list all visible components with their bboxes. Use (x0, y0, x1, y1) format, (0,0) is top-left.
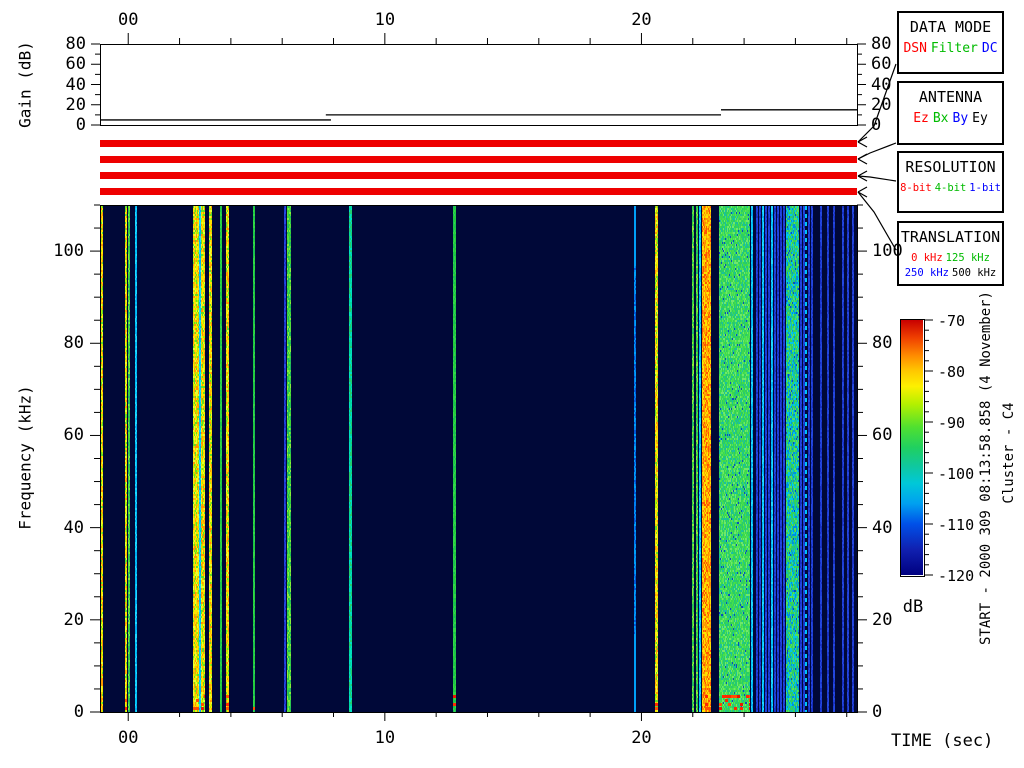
spectrogram-canvas (101, 206, 857, 712)
gain-right-tick-label: 80 (871, 34, 892, 54)
panel-value-label: 8-bit (900, 182, 932, 194)
axis-tick (857, 158, 868, 165)
freq-right-tick-label: 80 (872, 333, 893, 354)
resolution-values: 8-bit 4-bit 1-bit (899, 181, 1002, 196)
panel-value-row: Ez Bx By Ey (913, 111, 988, 126)
gain-right-tick-label: 20 (871, 94, 892, 115)
gain-left-tick-label: 0 (75, 115, 86, 135)
panel-arrow (857, 175, 897, 182)
time-tick-label: 10 (374, 728, 396, 748)
resolution-panel: RESOLUTION 8-bit 4-bit 1-bit (897, 151, 1004, 213)
status-bar-4 (100, 188, 857, 195)
colorbar-tick-label: -80 (938, 363, 966, 381)
axis-tick (857, 175, 868, 182)
status-bar-2 (100, 156, 857, 163)
panel-value-row: 8-bit 4-bit 1-bit (900, 181, 1001, 196)
freq-left-tick-label: 20 (63, 609, 84, 630)
panel-value-row: 250 kHz 500 kHz (905, 266, 997, 281)
colorbar-tick-label: -110 (938, 516, 975, 534)
panel-value-label: DSN (903, 41, 927, 56)
translation-values: 0 kHz 125 kHz 250 kHz 500 kHz (899, 251, 1002, 281)
axis-tick (857, 186, 868, 193)
resolution-title: RESOLUTION (905, 158, 996, 176)
translation-panel: TRANSLATION 0 kHz 125 kHz 250 kHz 500 kHz (897, 221, 1004, 286)
data-mode-panel: DATA MODE DSN Filter DC (897, 11, 1004, 74)
translation-title: TRANSLATION (900, 228, 1001, 246)
plot-frame (100, 44, 858, 126)
panel-value-label: 4-bit (934, 182, 967, 194)
status-bar-1 (100, 140, 857, 147)
freq-left-tick-label: 80 (63, 333, 84, 354)
gain-right-tick-label: 40 (871, 74, 892, 95)
gain-right-tick-label: 0 (871, 115, 882, 135)
freq-right-tick-label: 100 (872, 241, 903, 262)
panel-value-label: 250 kHz (904, 267, 949, 279)
panel-value-label: DC (981, 41, 998, 56)
antenna-panel: ANTENNA Ez Bx By Ey (897, 81, 1004, 145)
colorbar-tick-label: -100 (938, 465, 975, 483)
panel-arrow (857, 63, 897, 143)
axis-tick (857, 136, 868, 143)
freq-left-tick-label: 40 (63, 517, 84, 538)
gain-right-tick-label: 60 (871, 54, 892, 75)
gain-top-tick-label: 00 (117, 10, 139, 30)
gain-top-tick-label: 20 (631, 10, 652, 30)
freq-left-tick-label: 100 (53, 241, 84, 262)
colorbar-tick-label: -120 (938, 567, 975, 585)
status-bar-3 (100, 172, 857, 179)
colorbar-unit-label: dB (902, 597, 924, 617)
time-axis-title: TIME (sec) (891, 731, 994, 751)
axis-tick (857, 141, 868, 148)
colorbar-tick-label: -70 (938, 312, 966, 330)
panel-value-row: 0 kHz 125 kHz (911, 251, 990, 266)
panel-value-label: 1-bit (969, 182, 1001, 194)
panel-value-label: Ez (913, 111, 929, 126)
gain-top-tick-label: 10 (374, 10, 396, 30)
axis-tick (857, 170, 868, 177)
panel-value-label: Filter (930, 41, 978, 56)
panel-value-label: 125 kHz (945, 252, 990, 264)
gain-left-tick-label: 40 (65, 74, 86, 95)
colorbar-canvas (901, 320, 923, 575)
plot-frame (900, 319, 925, 577)
data-mode-title: DATA MODE (909, 18, 992, 36)
freq-left-tick-label: 60 (63, 425, 84, 446)
panel-value-row: DSN Filter DC (903, 41, 997, 56)
freq-right-tick-label: 60 (872, 425, 893, 446)
plot-frame (100, 205, 858, 713)
gain-left-tick-label: 80 (65, 34, 86, 54)
antenna-title: ANTENNA (918, 88, 983, 106)
panel-value-label: By (952, 111, 969, 126)
antenna-values: Ez Bx By Ey (899, 111, 1002, 126)
panel-value-label: 0 kHz (911, 252, 943, 264)
gain-left-tick-label: 60 (65, 54, 86, 75)
axis-tick (857, 153, 868, 160)
axis-tick (857, 191, 868, 198)
freq-right-tick-label: 20 (872, 609, 893, 630)
panel-value-label: Ey (972, 111, 988, 126)
time-tick-label: 00 (117, 728, 139, 748)
gain-left-tick-label: 20 (65, 94, 86, 115)
freq-left-tick-label: 0 (73, 702, 84, 722)
freq-right-tick-label: 0 (872, 702, 883, 722)
panel-value-label: 500 kHz (952, 267, 997, 279)
panel-arrow (857, 191, 897, 251)
panel-value-label: Bx (932, 111, 949, 126)
data-mode-values: DSN Filter DC (899, 41, 1002, 56)
colorbar-tick-label: -90 (938, 414, 966, 432)
freq-right-tick-label: 40 (872, 517, 893, 538)
time-tick-label: 20 (631, 728, 652, 748)
